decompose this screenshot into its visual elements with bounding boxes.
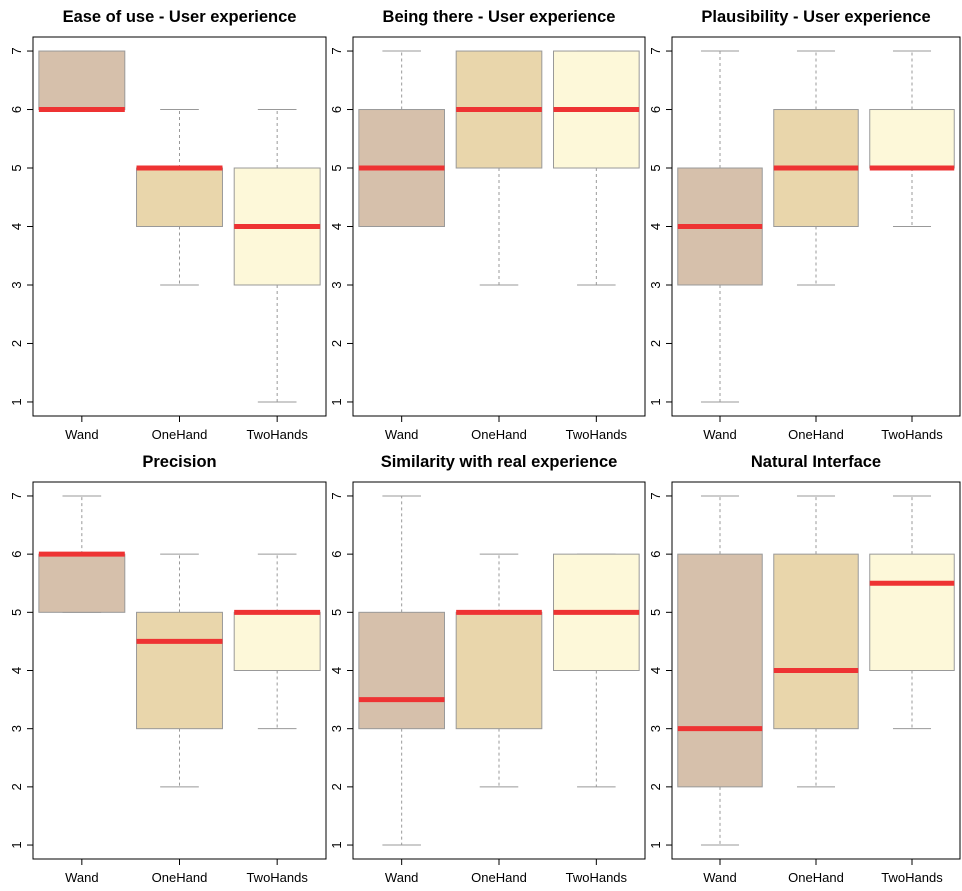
y-tick-label: 1 (329, 841, 344, 848)
y-tick-label: 7 (9, 47, 24, 54)
plot-frame (671, 36, 961, 417)
y-tick-label: 6 (329, 551, 344, 558)
panel: Ease of use - User experience 1 2 3 4 5 6 7 Wand… (9, 8, 327, 442)
y-tick-label: 7 (329, 47, 344, 54)
x-tick-label: TwoHands (881, 870, 943, 885)
x-tick-label: OneHand (152, 427, 208, 442)
y-tick-label: 3 (329, 725, 344, 732)
panel: Similarity with real experience 1 2 3 4 5 6 7 Wa… (329, 453, 646, 885)
plot-frame (32, 481, 327, 860)
box (38, 553, 126, 613)
y-tick-label: 1 (329, 398, 344, 405)
x-tick-label: Wand (385, 870, 418, 885)
box (233, 611, 321, 671)
box (38, 50, 126, 111)
box (677, 553, 763, 788)
y-tick-label: 6 (329, 106, 344, 113)
y-tick-label: 5 (9, 609, 24, 616)
y-tick-label: 5 (329, 609, 344, 616)
y-tick-label: 5 (648, 609, 663, 616)
y-tick-label: 7 (648, 47, 663, 54)
chart-title: Ease of use - User experience (63, 8, 297, 26)
y-tick-label: 7 (329, 492, 344, 499)
chart-title: Similarity with real experience (381, 453, 618, 471)
y-tick-label: 3 (648, 281, 663, 288)
panel: Natural Interface 1 2 3 4 5 6 7 Wand OneHand TwoHa… (648, 453, 961, 885)
panel: Being there - User experience 1 2 3 4 5 6 7 Wand… (329, 8, 646, 442)
plot-frame (32, 36, 327, 417)
panel: Plausibility - User experience 1 2 3 4 5 6 7 Wan… (648, 8, 961, 442)
x-tick-label: OneHand (788, 427, 844, 442)
x-tick-label: TwoHands (246, 427, 308, 442)
plot-frame (352, 481, 646, 860)
x-tick-label: TwoHands (566, 427, 628, 442)
panel: Precision 1 2 3 4 5 6 7 Wand OneHand TwoHands (9, 453, 327, 885)
x-tick-label: Wand (65, 870, 98, 885)
box (455, 611, 543, 730)
y-tick-label: 3 (329, 281, 344, 288)
box (773, 553, 859, 730)
y-tick-label: 6 (9, 106, 24, 113)
y-tick-label: 1 (648, 841, 663, 848)
chart-title: Natural Interface (751, 453, 881, 471)
y-tick-label: 1 (648, 398, 663, 405)
box (136, 611, 223, 730)
chart-title: Precision (142, 453, 216, 471)
y-tick-label: 2 (329, 340, 344, 347)
chart-title: Plausibility - User experience (701, 8, 930, 26)
y-tick-label: 7 (9, 492, 24, 499)
plot-frame (671, 481, 961, 860)
x-tick-label: Wand (703, 427, 736, 442)
y-tick-label: 6 (9, 551, 24, 558)
y-tick-label: 4 (9, 667, 24, 674)
y-tick-label: 2 (9, 783, 24, 790)
y-tick-label: 7 (648, 492, 663, 499)
x-tick-label: TwoHands (246, 870, 308, 885)
box (869, 109, 955, 169)
y-tick-label: 5 (329, 164, 344, 171)
y-tick-label: 6 (648, 551, 663, 558)
box (358, 611, 445, 730)
x-tick-label: Wand (703, 870, 736, 885)
y-tick-label: 4 (648, 223, 663, 230)
x-tick-label: OneHand (471, 870, 527, 885)
x-tick-label: OneHand (152, 870, 208, 885)
x-tick-label: TwoHands (566, 870, 628, 885)
y-tick-label: 4 (329, 223, 344, 230)
y-tick-label: 2 (648, 783, 663, 790)
y-tick-label: 6 (648, 106, 663, 113)
y-tick-label: 5 (9, 164, 24, 171)
x-tick-label: TwoHands (881, 427, 943, 442)
x-tick-label: Wand (385, 427, 418, 442)
x-tick-label: Wand (65, 427, 98, 442)
y-tick-label: 5 (648, 164, 663, 171)
y-tick-label: 3 (648, 725, 663, 732)
y-tick-label: 3 (9, 725, 24, 732)
y-tick-label: 2 (9, 340, 24, 347)
y-tick-label: 3 (9, 281, 24, 288)
y-tick-label: 1 (9, 841, 24, 848)
plot-frame (352, 36, 646, 417)
x-tick-label: OneHand (788, 870, 844, 885)
chart-title: Being there - User experience (383, 8, 616, 26)
box (136, 167, 223, 227)
y-tick-label: 2 (648, 340, 663, 347)
y-tick-label: 1 (9, 398, 24, 405)
y-tick-label: 4 (329, 667, 344, 674)
x-tick-label: OneHand (471, 427, 527, 442)
y-tick-label: 2 (329, 783, 344, 790)
box (869, 553, 955, 671)
y-tick-label: 4 (648, 667, 663, 674)
y-tick-label: 4 (9, 223, 24, 230)
